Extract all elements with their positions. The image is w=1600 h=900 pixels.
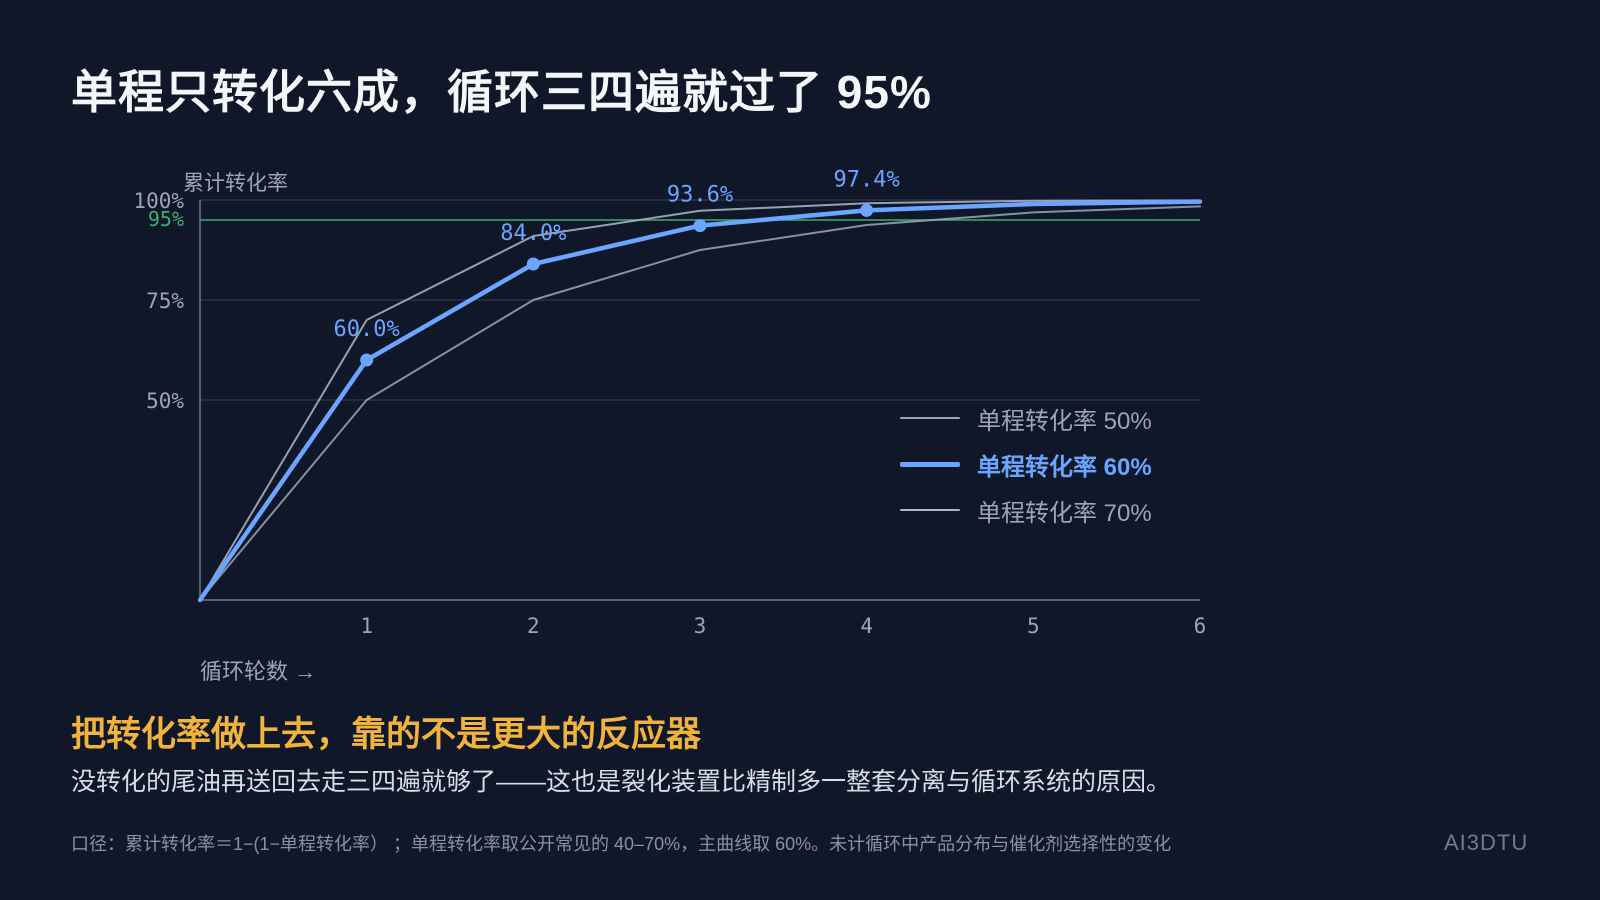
- x-tick-label-2: 2: [527, 614, 540, 638]
- x-tick-label-1: 1: [360, 614, 373, 638]
- legend-swatch-70: [900, 509, 960, 511]
- legend-swatch-60: [900, 461, 960, 467]
- legend-label-60: 单程转化率 60%: [977, 453, 1152, 481]
- y-tick-label-75: 75%: [146, 289, 184, 313]
- page-title: 单程只转化六成，循环三四遍就过了 95%: [71, 66, 932, 118]
- data-point-4: [860, 203, 874, 217]
- data-label-2: 84.0%: [500, 221, 566, 246]
- legend-item-70: 单程转化率 70%: [900, 487, 1152, 533]
- chart-legend: 单程转化率 50% 单程转化率 60% 单程转化率 70%: [900, 395, 1152, 533]
- x-tick-label-5: 5: [1027, 614, 1040, 638]
- conversion-chart: 50% 75% 100%95% 1 2 3 4 5 6 60.0% 84.0% 93.6% 97.4%: [133, 167, 1207, 638]
- data-point-1: [360, 353, 374, 367]
- reference-line-label: 95%: [148, 207, 184, 231]
- y-tick-label-50: 50%: [146, 389, 184, 413]
- description: 没转化的尾油再送回去走三四遍就够了——这也是裂化装置比精制多一整套分离与循环系统…: [71, 768, 1172, 796]
- legend-label-70: 单程转化率 70%: [977, 499, 1152, 527]
- series-line-0: [199, 205, 1201, 601]
- footnote: 口径：累计转化率＝1−(1−单程转化率） ；单程转化率取公开常见的 40–70%…: [71, 834, 1172, 854]
- y-axis-label: 累计转化率: [183, 172, 288, 195]
- x-tick-label-4: 4: [860, 614, 873, 638]
- data-point-2: [526, 257, 540, 271]
- x-tick-label-6: 6: [1194, 614, 1207, 638]
- data-label-4: 97.4%: [834, 167, 900, 192]
- subtitle: 把转化率做上去，靠的不是更大的反应器: [71, 715, 702, 754]
- legend-item-50: 单程转化率 50%: [900, 395, 1152, 441]
- legend-label-50: 单程转化率 50%: [977, 407, 1152, 435]
- legend-swatch-50: [900, 417, 960, 419]
- data-label-1: 60.0%: [334, 317, 400, 342]
- legend-item-60: 单程转化率 60%: [900, 441, 1152, 487]
- y-tick-label-100: 100%: [133, 189, 184, 213]
- data-point-3: [693, 219, 707, 233]
- x-axis-label: 循环轮数 →: [200, 659, 317, 684]
- brand-watermark: AI3DTU: [1444, 830, 1529, 855]
- series-line-2: [199, 199, 1201, 601]
- x-tick-label-3: 3: [694, 614, 707, 638]
- data-label-3: 93.6%: [667, 183, 733, 208]
